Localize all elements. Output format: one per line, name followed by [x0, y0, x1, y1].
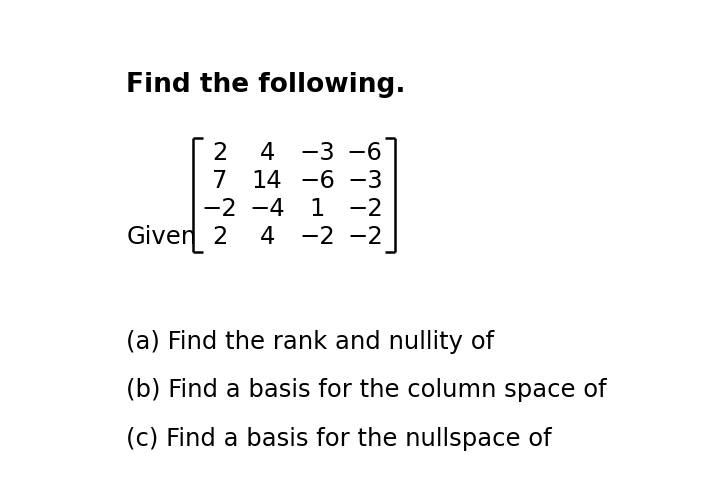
Text: (c) Find a basis for the nullspace of: (c) Find a basis for the nullspace of — [126, 427, 552, 450]
Text: −2: −2 — [347, 225, 383, 249]
Text: Find the following.: Find the following. — [126, 72, 406, 98]
Text: Given: Given — [126, 225, 197, 249]
Text: (a) Find the rank and nullity of: (a) Find the rank and nullity of — [126, 330, 495, 354]
Text: −6: −6 — [347, 141, 383, 165]
Text: −6: −6 — [300, 169, 336, 193]
Text: 2: 2 — [212, 141, 228, 165]
Text: 1: 1 — [310, 197, 325, 221]
Text: (b) Find a basis for the column space of: (b) Find a basis for the column space of — [126, 378, 607, 402]
Text: −2: −2 — [202, 197, 238, 221]
Text: 2: 2 — [212, 225, 228, 249]
Text: 4: 4 — [259, 141, 275, 165]
Text: −4: −4 — [249, 197, 285, 221]
Text: −3: −3 — [347, 169, 383, 193]
Text: 7: 7 — [212, 169, 228, 193]
Text: −2: −2 — [300, 225, 336, 249]
Text: −2: −2 — [347, 197, 383, 221]
Text: −3: −3 — [300, 141, 336, 165]
Text: 4: 4 — [259, 225, 275, 249]
Text: 14: 14 — [252, 169, 282, 193]
